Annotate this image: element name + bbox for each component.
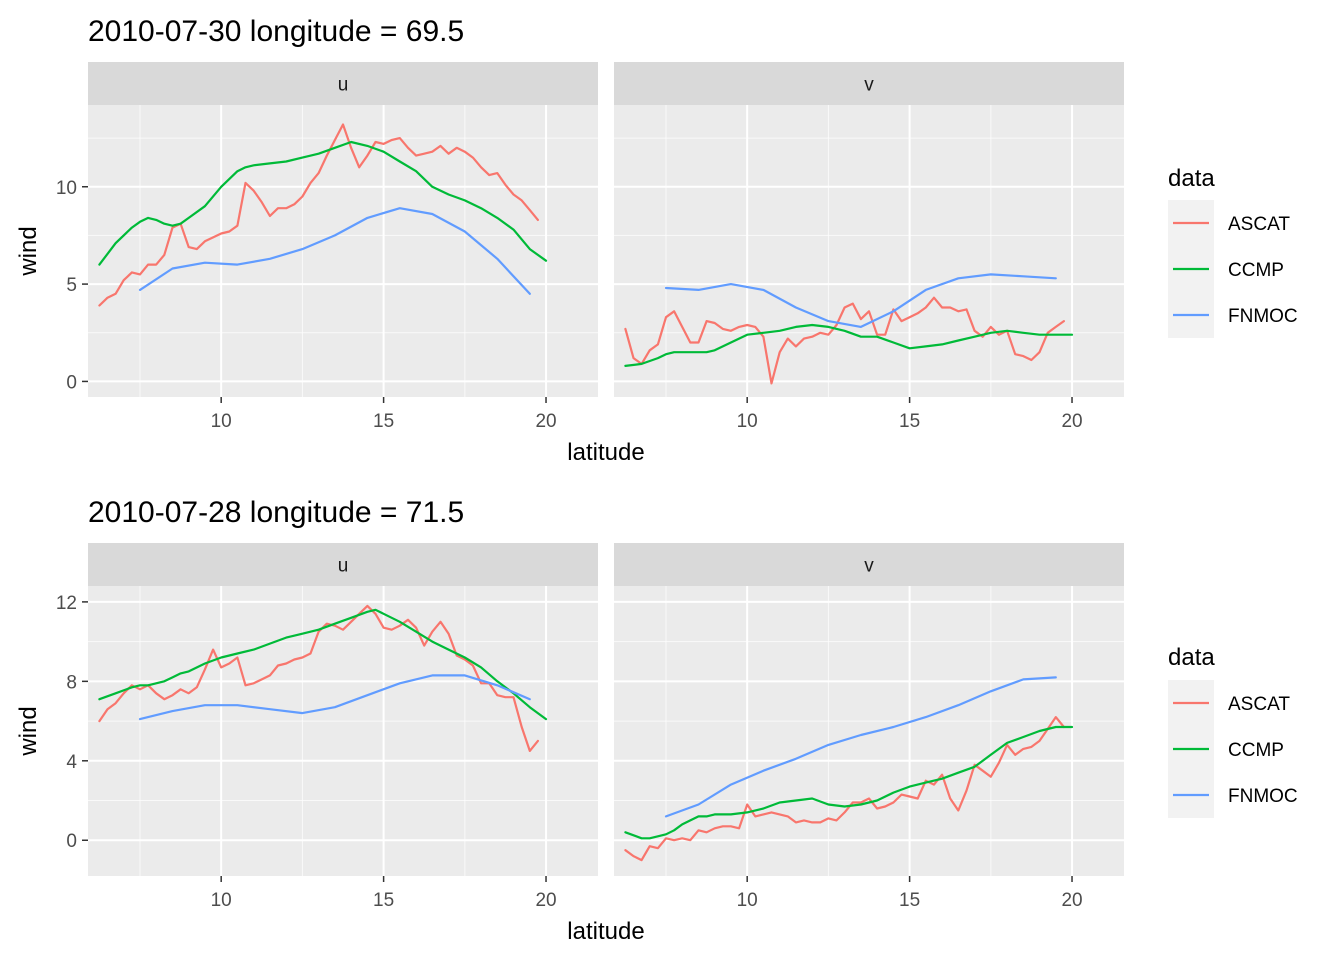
x-tick-label: 20 xyxy=(535,890,556,911)
legend-label: CCMP xyxy=(1228,260,1284,281)
facet-panel-u: u 10 15 20 xyxy=(88,543,598,911)
facet-strip xyxy=(614,543,1124,586)
y-tick-label: 0 xyxy=(66,372,77,393)
facet-strip xyxy=(88,543,598,586)
series-line-fnmoc xyxy=(138,674,531,721)
facet-panel-v: v 10 15 20 xyxy=(614,543,1124,911)
legend-label: ASCAT xyxy=(1228,214,1290,235)
x-tick-label: 10 xyxy=(211,411,232,432)
y-axis-title: wind xyxy=(15,226,42,276)
x-tick-label: 15 xyxy=(373,890,394,911)
plot-bottom: 2010-07-28 longitude = 71.5 u 10 15 20 v 10 15 2… xyxy=(15,496,1298,945)
legend-label: CCMP xyxy=(1228,740,1284,761)
series-line-ascat xyxy=(98,604,540,753)
y-tick-label: 10 xyxy=(56,178,77,199)
series-line-ascat xyxy=(624,715,1066,862)
legend-label: ASCAT xyxy=(1228,694,1290,715)
y-axis-title: wind xyxy=(15,706,42,756)
facet-strip-label: v xyxy=(864,556,874,577)
y-tick-label: 8 xyxy=(66,672,77,693)
series-line-ccmp xyxy=(98,140,548,266)
y-tick-label: 4 xyxy=(66,752,77,773)
x-axis-title: latitude xyxy=(567,439,644,466)
series-line-fnmoc xyxy=(664,273,1057,328)
plot-top: 2010-07-30 longitude = 69.5 u 10 15 20 v 10 15 2… xyxy=(15,15,1298,466)
legend-title: data xyxy=(1168,165,1215,192)
facet-strip-label: u xyxy=(338,556,349,577)
facet-panel-u: u 10 15 20 xyxy=(88,62,598,432)
facet-panel-v: v 10 15 20 xyxy=(614,62,1124,432)
x-tick-label: 20 xyxy=(1061,411,1082,432)
legend: data ASCAT CCMP FNMOC xyxy=(1168,644,1298,818)
x-tick-label: 20 xyxy=(535,411,556,432)
facet-strip xyxy=(88,62,598,105)
x-tick-label: 20 xyxy=(1061,890,1082,911)
y-tick-label: 5 xyxy=(66,275,77,296)
series-line-ccmp xyxy=(624,725,1074,840)
legend-label: FNMOC xyxy=(1228,786,1298,807)
series-line-ascat xyxy=(624,296,1066,385)
facet-strip xyxy=(614,62,1124,105)
x-tick-label: 10 xyxy=(737,890,758,911)
x-tick-label: 15 xyxy=(899,411,920,432)
facet-strip-label: u xyxy=(338,75,349,96)
series-line-ccmp xyxy=(98,608,548,721)
legend-label: FNMOC xyxy=(1228,306,1298,327)
panel-background xyxy=(88,105,598,397)
x-tick-label: 10 xyxy=(211,890,232,911)
panel-background xyxy=(614,105,1124,397)
x-tick-label: 15 xyxy=(899,890,920,911)
plot-title: 2010-07-30 longitude = 69.5 xyxy=(88,15,464,48)
x-tick-label: 15 xyxy=(373,411,394,432)
series-line-fnmoc xyxy=(138,207,531,295)
plot-title: 2010-07-28 longitude = 71.5 xyxy=(88,496,464,529)
legend-title: data xyxy=(1168,644,1215,671)
panel-background xyxy=(88,586,598,876)
x-axis-title: latitude xyxy=(567,918,644,945)
facet-strip-label: v xyxy=(864,75,874,96)
series-line-ccmp xyxy=(624,323,1074,367)
series-line-ascat xyxy=(98,123,540,307)
y-tick-label: 12 xyxy=(56,593,77,614)
y-axis: 0 4 8 12 xyxy=(56,593,88,852)
y-axis: 0 5 10 xyxy=(56,178,88,393)
legend: data ASCAT CCMP FNMOC xyxy=(1168,165,1298,338)
y-tick-label: 0 xyxy=(66,831,77,852)
series-line-fnmoc xyxy=(664,676,1057,818)
x-tick-label: 10 xyxy=(737,411,758,432)
